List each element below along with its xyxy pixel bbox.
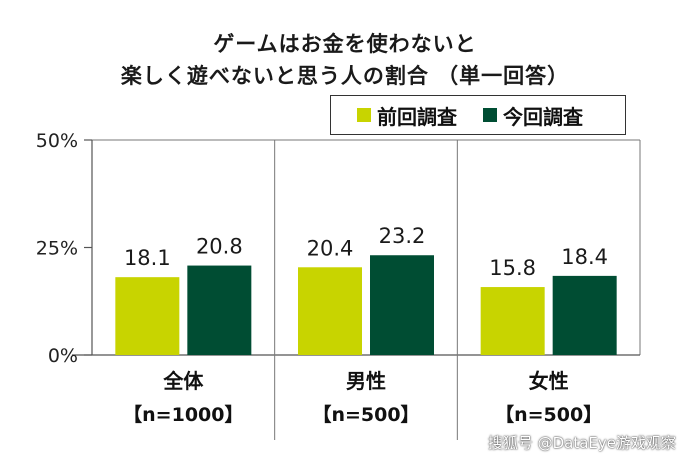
legend-swatch-prev	[357, 108, 371, 122]
chart-title-line1: ゲームはお金を使わないと	[213, 32, 477, 56]
category-label: 男性	[346, 369, 386, 393]
bar	[370, 255, 434, 355]
bar	[298, 267, 362, 355]
legend: 前回調査 今回調査	[330, 95, 626, 135]
data-label: 15.8	[489, 256, 536, 280]
category-sublabel: 【n=500】	[312, 403, 419, 426]
bar	[187, 265, 252, 355]
data-label: 20.8	[196, 235, 243, 259]
y-tick-label: 0%	[48, 345, 78, 367]
chart-title-line2: 楽しく遊べないと思う人の割合 （単一回答）	[120, 64, 570, 88]
data-label: 20.4	[307, 236, 354, 260]
y-tick-label: 25%	[36, 238, 78, 260]
legend-label-prev: 前回調査	[377, 104, 457, 129]
legend-item-prev: 前回調査	[357, 101, 457, 130]
watermark: 搜狐号 @DataEye游戏观察	[487, 434, 676, 452]
bar	[115, 277, 180, 355]
data-label: 23.2	[379, 224, 426, 248]
data-label: 18.4	[561, 245, 608, 269]
y-tick-label: 50%	[36, 130, 78, 152]
category-sublabel: 【n=500】	[495, 403, 602, 426]
category-sublabel: 【n=1000】	[123, 403, 243, 426]
legend-swatch-current	[483, 108, 497, 122]
bar	[552, 275, 617, 355]
bar	[480, 287, 545, 355]
legend-item-current: 今回調査	[483, 101, 583, 130]
category-label: 女性	[529, 369, 569, 393]
data-label: 18.1	[124, 246, 171, 270]
legend-label-current: 今回調査	[503, 104, 583, 129]
category-label: 全体	[162, 369, 204, 393]
